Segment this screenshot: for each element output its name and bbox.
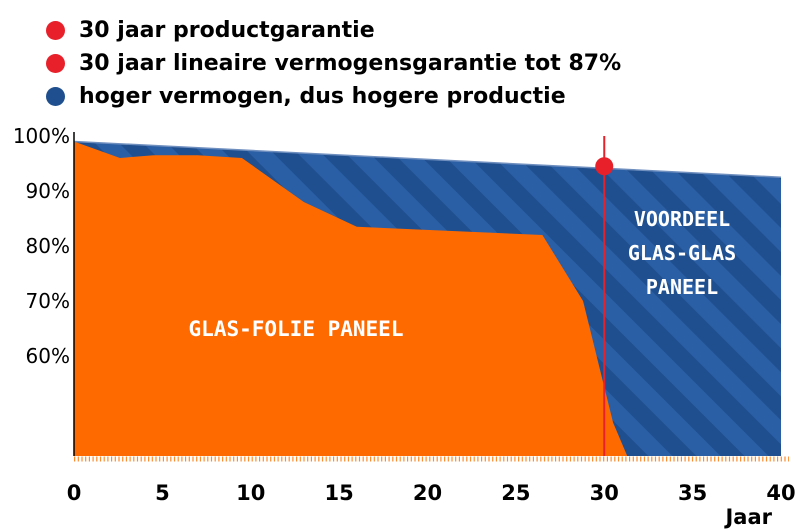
red-dot-icon [46, 54, 65, 73]
series-area-glas-folie [74, 141, 628, 456]
region-label-glas-folie: GLAS-FOLIE PANEEL [189, 317, 404, 341]
region-label-glas-glas: GLAS-GLAS [628, 241, 736, 265]
x-tick-label: 15 [325, 481, 354, 505]
y-tick-label: 70% [26, 289, 70, 313]
series-line-glas-glas [73, 140, 782, 178]
x-tick-label: 35 [678, 481, 707, 505]
region-label-paneel: PANEEL [646, 275, 718, 299]
x-tick-label: 20 [413, 481, 442, 505]
x-tick-label: 40 [766, 481, 795, 505]
y-tick-label: 90% [26, 179, 70, 203]
legend-item-productgarantie: 30 jaar productgarantie [46, 14, 621, 47]
y-tick-label: 80% [26, 234, 70, 258]
legend: 30 jaar productgarantie 30 jaar lineaire… [46, 14, 621, 113]
red-dot-icon [46, 21, 65, 40]
x-axis-title: Jaar [723, 505, 772, 529]
legend-item-hoger-vermogen: hoger vermogen, dus hogere productie [46, 80, 621, 113]
legend-label: hoger vermogen, dus hogere productie [79, 84, 566, 109]
y-tick-label: 60% [26, 344, 70, 368]
x-tick-label: 30 [590, 481, 619, 505]
blue-dot-icon [46, 87, 65, 106]
legend-item-vermogensgarantie: 30 jaar lineaire vermogensgarantie tot 8… [46, 47, 621, 80]
y-tick-label: 100% [13, 124, 70, 148]
warranty-marker-point [595, 157, 614, 176]
x-tick-label: 0 [67, 481, 82, 505]
legend-label: 30 jaar productgarantie [79, 18, 375, 43]
region-label-voordeel: VOORDEEL [634, 207, 730, 231]
legend-label: 30 jaar lineaire vermogensgarantie tot 8… [79, 51, 622, 76]
x-tick-label: 25 [501, 481, 530, 505]
x-tick-label: 10 [236, 481, 265, 505]
x-tick-label: 5 [155, 481, 170, 505]
